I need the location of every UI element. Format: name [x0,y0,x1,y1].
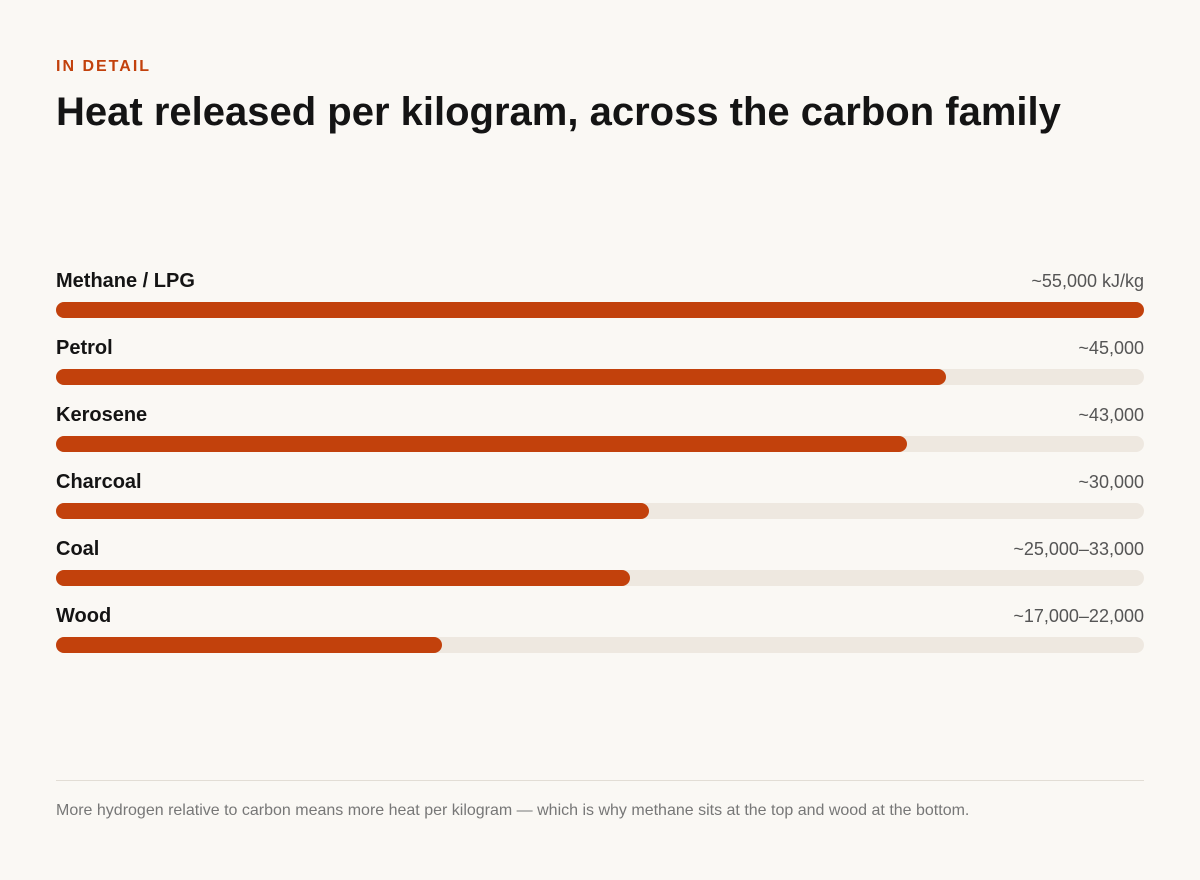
bar-track [56,503,1144,519]
bar-value-label: ~43,000 [1078,405,1144,425]
bar-row: Coal ~25,000–33,000 [56,536,1144,603]
bar-fill [56,637,442,653]
bar-fill [56,570,630,586]
bar-track [56,436,1144,452]
bar-row: Methane / LPG ~55,000 kJ/kg [56,268,1144,335]
bar-label: Charcoal [56,471,142,493]
footnote: More hydrogen relative to carbon means m… [56,802,970,819]
bar-value-label: ~17,000–22,000 [1013,606,1144,626]
bar-label: Petrol [56,337,113,359]
bar-row: Wood ~17,000–22,000 [56,603,1144,670]
bar-fill [56,436,907,452]
bar-track [56,637,1144,653]
bar-track [56,570,1144,586]
bar-fill [56,369,946,385]
bar-row: Charcoal ~30,000 [56,469,1144,536]
bar-value-label: ~45,000 [1078,338,1144,358]
eyebrow-label: IN DETAIL [56,58,152,75]
bar-row: Kerosene ~43,000 [56,402,1144,469]
bar-label: Methane / LPG [56,270,195,292]
chart-title: Heat released per kilogram, across the c… [56,90,1061,134]
bar-value-label: ~30,000 [1078,472,1144,492]
bar-track [56,302,1144,318]
bar-label: Wood [56,605,112,627]
footer-divider [56,780,1144,781]
bar-label: Kerosene [56,404,148,426]
bar-label: Coal [56,538,100,560]
bar-track [56,369,1144,385]
bar-chart: Methane / LPG ~55,000 kJ/kg Petrol ~45,000 K… [56,268,1144,670]
bar-value-label: ~55,000 kJ/kg [1031,271,1144,291]
bar-fill [56,302,1144,318]
bar-value-label: ~25,000–33,000 [1013,539,1144,559]
bar-fill [56,503,649,519]
bar-row: Petrol ~45,000 [56,335,1144,402]
